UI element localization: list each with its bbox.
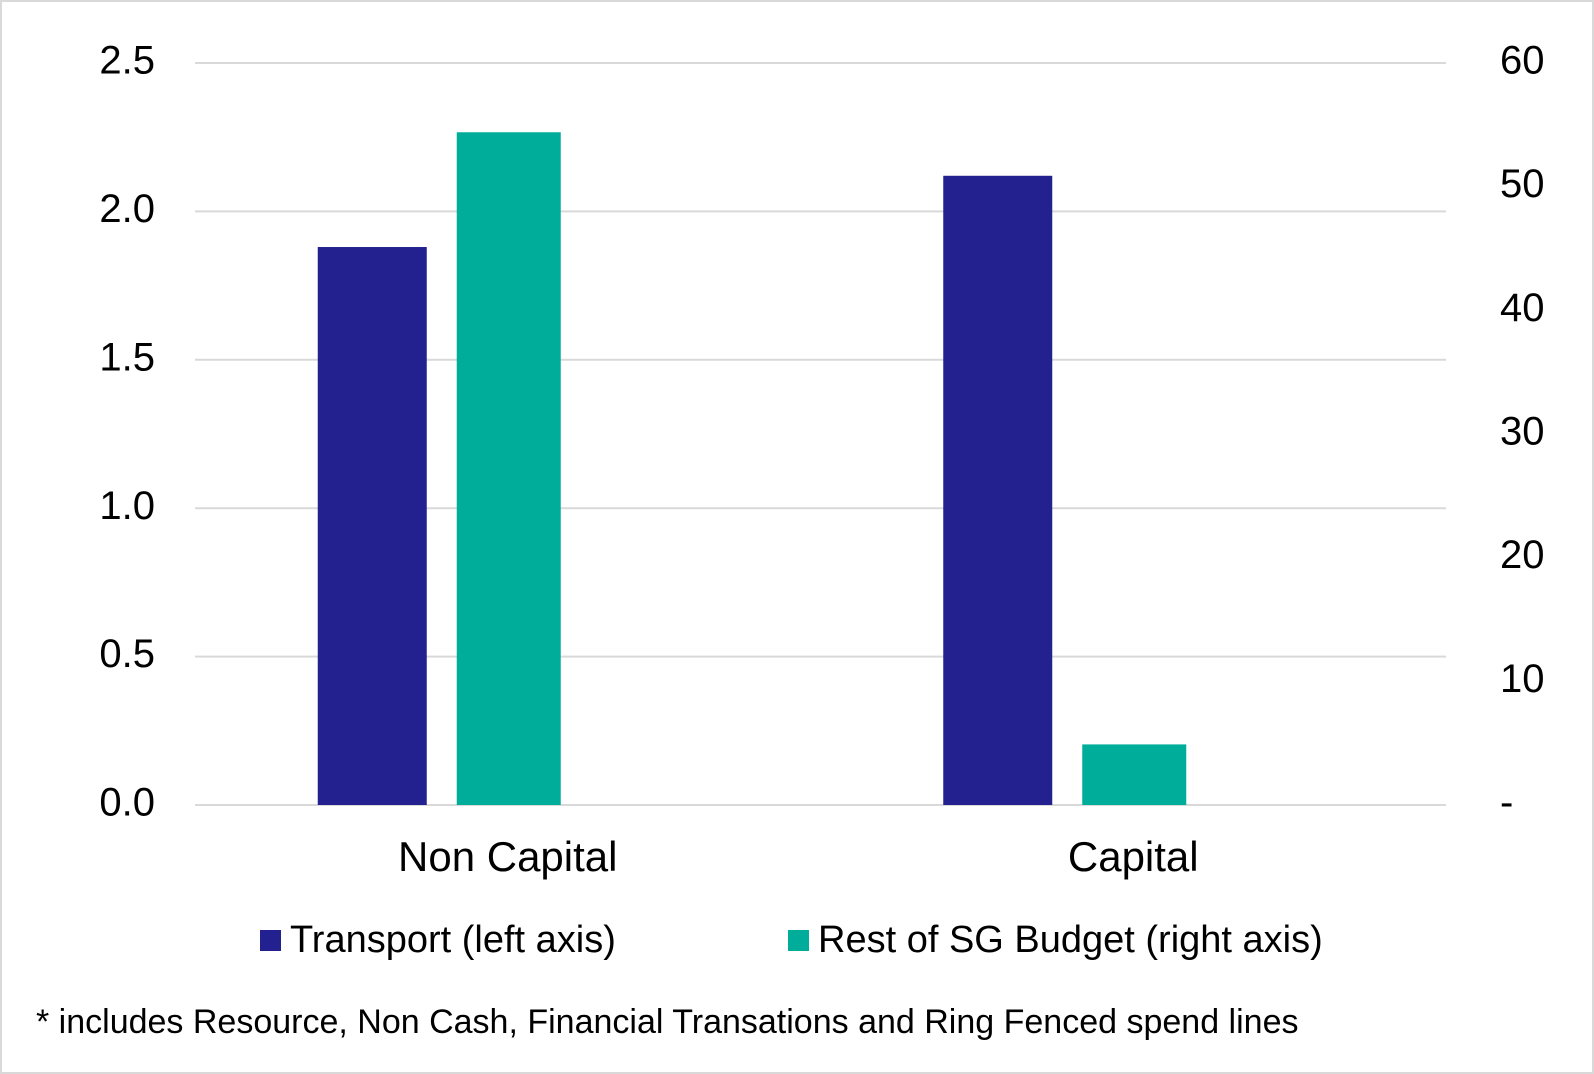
bar [1082, 744, 1187, 805]
y2-tick-label: 20 [1500, 533, 1545, 577]
y-tick-label: 1.5 [99, 335, 155, 379]
bar [317, 247, 427, 806]
bar [456, 132, 561, 806]
y-tick-label: 2.5 [99, 39, 155, 83]
y-tick-label: 0.5 [99, 632, 155, 676]
y-tick-label: 1.0 [99, 484, 155, 528]
y2-tick-label: 50 [1500, 162, 1545, 206]
x-tick-label: Non Capital [398, 833, 617, 880]
x-tick-label: Capital [1068, 833, 1199, 880]
y2-tick-label: 10 [1500, 657, 1545, 701]
y2-tick-label: 40 [1500, 286, 1545, 330]
footnote: * includes Resource, Non Cash, Financial… [36, 1003, 1298, 1041]
y2-tick-label: 60 [1500, 39, 1545, 83]
y2-tick-label: - [1500, 781, 1513, 825]
y-tick-label: 2.0 [99, 187, 155, 231]
bar [943, 175, 1053, 805]
legend-label: Transport (left axis) [290, 919, 616, 961]
legend-label: Rest of SG Budget (right axis) [818, 919, 1323, 961]
y2-tick-label: 30 [1500, 410, 1545, 454]
legend-swatch [788, 930, 809, 951]
y-tick-label: 0.0 [99, 781, 155, 825]
legend-swatch [260, 930, 281, 951]
